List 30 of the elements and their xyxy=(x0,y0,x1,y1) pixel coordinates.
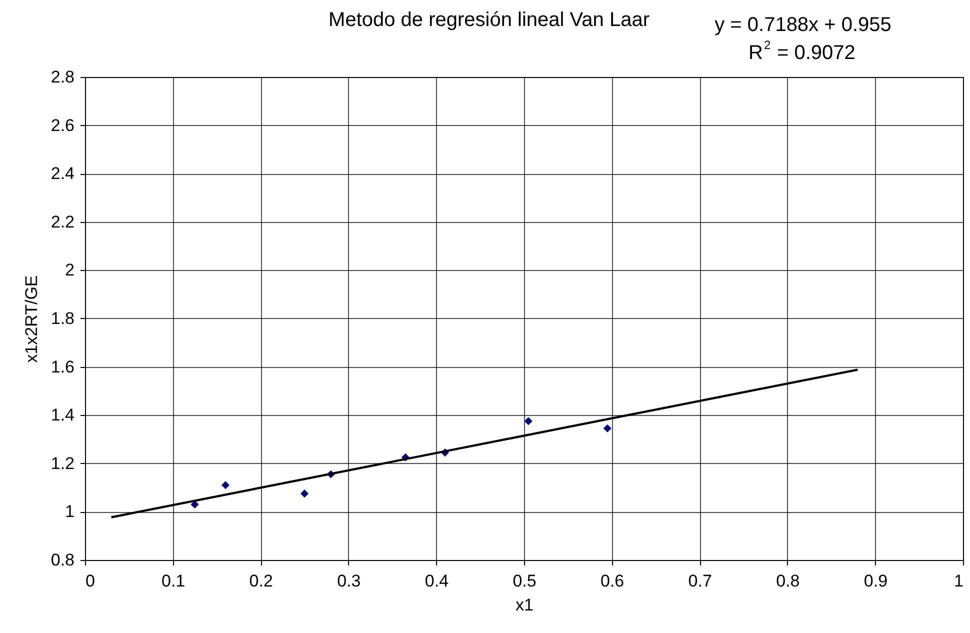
y-tick-label: 2.8 xyxy=(50,68,74,86)
x-tick-label: 0.1 xyxy=(161,572,186,590)
x-tick-label: 0.3 xyxy=(337,572,361,590)
x-tick-label: 1 xyxy=(954,572,964,590)
y-axis-title: x1x2RT/GE xyxy=(22,275,41,363)
point xyxy=(221,481,230,490)
y-tick-label: 0.8 xyxy=(50,550,74,570)
x-axis-title: x1 xyxy=(516,596,534,614)
x-tick-label: 0.4 xyxy=(424,572,449,590)
y-tick-label: 2.6 xyxy=(50,116,74,135)
x-tick-label: 0 xyxy=(86,572,95,590)
x-tick-label: 0.8 xyxy=(776,572,800,590)
y-tick-label: 2.4 xyxy=(50,164,74,184)
x-tick-label: 0.7 xyxy=(688,572,712,590)
point xyxy=(603,424,612,432)
y-tick-label: 1.4 xyxy=(50,406,74,425)
y-tick-label: 1 xyxy=(65,502,74,522)
y-tick-label: 1.6 xyxy=(50,357,74,376)
chart-title: Metodo de regresión lineal Van Laar xyxy=(328,9,650,31)
y-tick-label: 2 xyxy=(65,260,74,280)
point xyxy=(300,490,309,498)
y-tick-label: 1.2 xyxy=(50,454,74,473)
x-tick-label: 0.5 xyxy=(512,572,536,590)
x-tick-label: 0.2 xyxy=(249,572,273,590)
y-tick-label: 1.8 xyxy=(50,309,74,328)
text: y = 0.7188x + 0.955 xyxy=(714,14,892,36)
x-tick-label: 0.6 xyxy=(600,572,624,590)
point xyxy=(524,417,532,426)
x-tick-label: 0.9 xyxy=(864,572,888,590)
y-tick-label: 2.2 xyxy=(50,212,74,232)
